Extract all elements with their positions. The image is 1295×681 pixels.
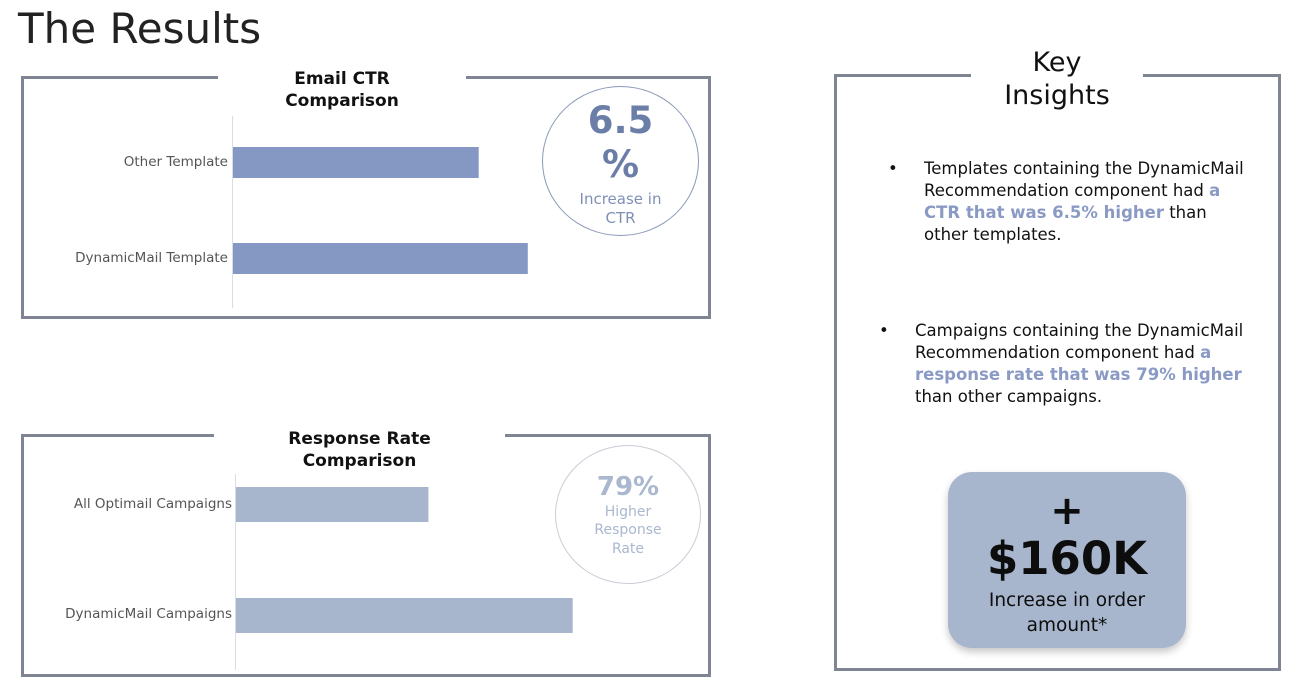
insight-bullet-2: • Campaigns containing the DynamicMail R… bbox=[879, 321, 1244, 406]
insight-text: than other campaigns. bbox=[915, 387, 1103, 406]
ctr-bar-0 bbox=[233, 147, 479, 178]
order-amount-badge: + $160K Increase in order amount* bbox=[948, 472, 1186, 648]
ctr-bar-1 bbox=[233, 243, 528, 274]
ctr-callout-value: 6.5 % bbox=[587, 98, 654, 186]
ctr-chart-title: Email CTR Comparison bbox=[218, 68, 466, 112]
page-title: The Results bbox=[18, 4, 262, 53]
response-chart-title: Response Rate Comparison bbox=[214, 428, 505, 472]
insight-text: Campaigns containing the DynamicMail Rec… bbox=[915, 321, 1244, 362]
insight-text: Templates containing the DynamicMail Rec… bbox=[924, 159, 1244, 200]
response-category-label: All Optimail Campaigns bbox=[73, 496, 232, 512]
ctr-category-label: DynamicMail Template bbox=[75, 250, 228, 266]
response-callout-caption: Higher Response Rate bbox=[594, 503, 662, 557]
response-callout-circle: 79% Higher Response Rate bbox=[555, 445, 701, 584]
ctr-callout-caption: Increase in CTR bbox=[579, 189, 662, 227]
insights-title: Key Insights bbox=[971, 46, 1143, 112]
response-bar-1 bbox=[236, 598, 573, 633]
insight-highlight: a CTR that was 6.5% higher bbox=[924, 181, 1221, 222]
response-bar-0 bbox=[236, 487, 429, 522]
badge-value: $160K bbox=[986, 532, 1148, 585]
badge-caption: Increase in order amount* bbox=[988, 590, 1146, 636]
ctr-callout-circle: 6.5 % Increase in CTR bbox=[542, 86, 699, 236]
insight-bullet-1: • Templates containing the DynamicMail R… bbox=[888, 159, 1244, 244]
ctr-category-label: Other Template bbox=[123, 154, 228, 170]
response-callout-value: 79% bbox=[596, 471, 660, 502]
response-category-label: DynamicMail Campaigns bbox=[65, 606, 232, 622]
badge-plus: + bbox=[1050, 488, 1084, 534]
insight-highlight: a response rate that was 79% higher bbox=[915, 343, 1242, 384]
insight-text: than other templates. bbox=[924, 203, 1207, 244]
